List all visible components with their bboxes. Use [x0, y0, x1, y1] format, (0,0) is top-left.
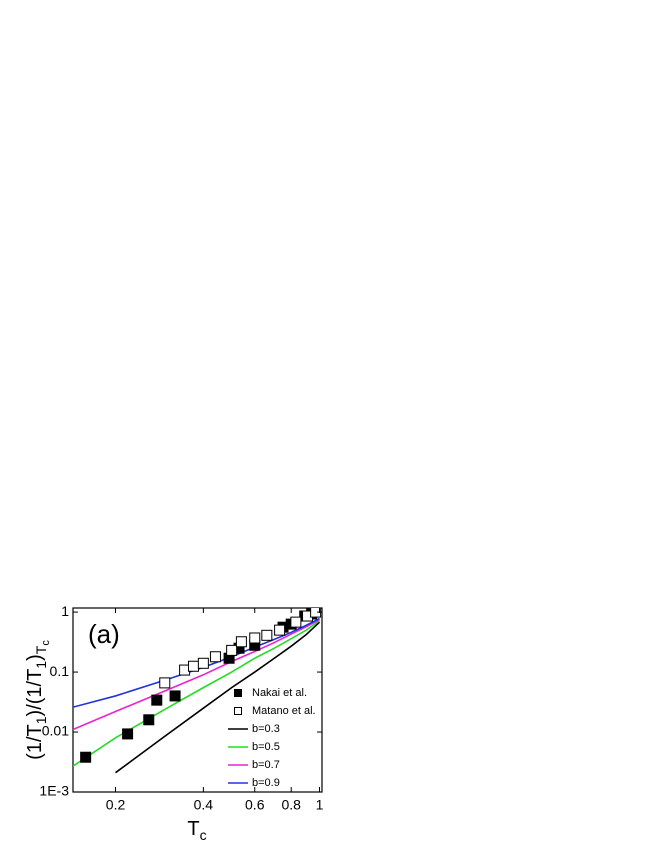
data-point [80, 751, 92, 763]
legend-symbol [234, 707, 242, 715]
data-point [261, 629, 273, 641]
label-part: (1/T [24, 724, 46, 760]
label-part: 1 [33, 716, 49, 724]
label-part: T [33, 645, 49, 654]
legend-label: b=0.9 [252, 777, 280, 789]
line-series [115, 621, 321, 774]
x-tick-label: 0.6 [245, 797, 265, 813]
data-point [249, 632, 261, 644]
annotation: (a) [88, 619, 120, 649]
label-part: ) [24, 654, 46, 661]
data-point [274, 624, 286, 636]
line-series [73, 618, 320, 731]
legend-label: b=0.5 [252, 741, 280, 753]
data-point [235, 636, 247, 648]
label-part: T [187, 818, 199, 840]
plot-frame [72, 607, 323, 793]
y-tick-label: 0.01 [42, 723, 69, 739]
x-tick-label: 1 [316, 797, 324, 813]
data-point [226, 644, 238, 656]
data-point [122, 728, 134, 740]
data-point [159, 677, 171, 689]
plot-area [73, 608, 322, 774]
label-part: c [200, 827, 207, 843]
line-series [73, 619, 320, 767]
y-tick-label: 1 [61, 603, 69, 619]
legend-label: b=0.3 [252, 723, 280, 735]
data-point [169, 690, 181, 702]
data-point [197, 657, 209, 669]
x-tick-label: 0.4 [194, 797, 214, 813]
data-point [151, 694, 163, 706]
label-part: )/(1/T [24, 669, 46, 717]
x-tick-label: 0.2 [106, 797, 126, 813]
x-tick-label: 0.8 [281, 797, 301, 813]
legend-label: Nakai et al. [252, 687, 307, 699]
y-tick-label: 0.1 [50, 663, 70, 679]
legend-label: Matano et al. [252, 705, 316, 717]
data-point [209, 651, 221, 663]
label-part: c [40, 640, 52, 646]
legend-symbol [234, 689, 242, 697]
label-part: 1 [33, 661, 49, 669]
data-point [187, 660, 199, 672]
data-point [143, 714, 155, 726]
y-tick-label: 1E-3 [39, 783, 69, 799]
legend-label: b=0.7 [252, 759, 280, 771]
x-axis-label: Tc [187, 818, 206, 842]
data-point [290, 616, 302, 628]
y-axis-label: (1/T1)/(1/T1)Tc [24, 640, 52, 760]
